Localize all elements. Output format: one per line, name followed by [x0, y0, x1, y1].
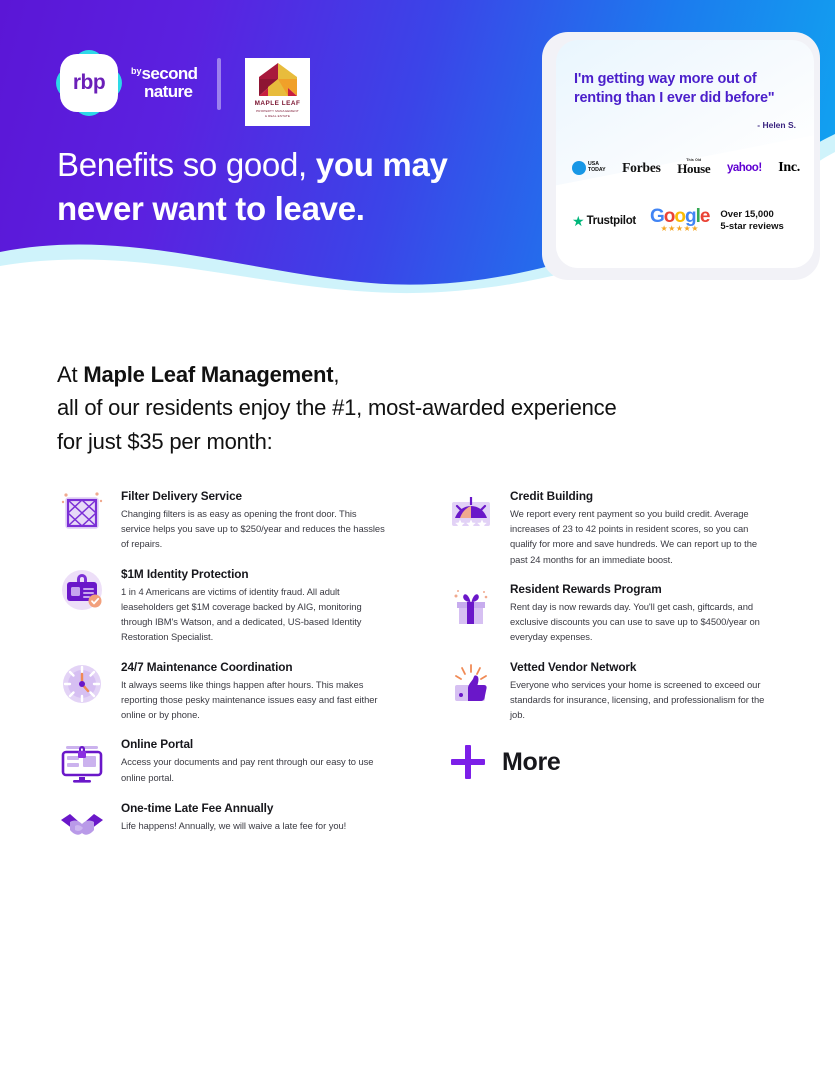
benefit-description: We report every rent payment so you buil… [510, 508, 758, 565]
intro-line1-suffix: , [333, 362, 340, 387]
benefit-item: Vetted Vendor Network Everyone who servi… [446, 659, 777, 723]
benefit-item: 24/7 Maintenance Coordination It always … [57, 659, 388, 723]
id-badge-shield-icon [57, 566, 107, 616]
benefit-title: $1M Identity Protection [121, 566, 249, 581]
maple-leaf-house-icon [256, 63, 300, 97]
hero-headline: Benefits so good, you may never want to … [57, 143, 527, 231]
more-label: More [502, 747, 561, 776]
benefit-text: Filter Delivery Service Changing filters… [121, 488, 388, 552]
benefit-text: Online Portal Access your documents and … [121, 736, 388, 786]
benefit-title: Filter Delivery Service [121, 489, 242, 503]
benefit-title: Online Portal [121, 737, 194, 752]
intro-company-name: Maple Leaf Management [83, 362, 334, 387]
maple-leaf-sub1: PROPERTY MANAGEMENT [256, 108, 299, 113]
benefit-description: 1 in 4 Americans are victims of identity… [121, 585, 362, 643]
trustpilot-label: Trustpilot [586, 214, 637, 227]
press-logos-row: USA TODAY Forbes This Old House yahoo! I… [572, 158, 800, 177]
benefit-text: Vetted Vendor Network Everyone who servi… [510, 659, 777, 723]
maple-leaf-logo: MAPLE LEAF PROPERTY MANAGEMENT & REAL ES… [245, 58, 310, 126]
benefit-title: Vetted Vendor Network [510, 659, 637, 674]
clock-icon [57, 659, 107, 709]
reviews-count: Over 15,000 5-star reviews [720, 209, 783, 233]
intro-paragraph: At Maple Leaf Management, all of our res… [57, 358, 757, 458]
intro-line3: for just $35 per month: [57, 428, 273, 454]
benefit-item: $1M Identity Protection 1 in 4 Americans… [57, 566, 388, 645]
benefit-description: Life happens! Annually, we will waive a … [121, 820, 347, 832]
card-sheen-decoration [556, 129, 814, 268]
usa-today-logo: USA TODAY [572, 160, 606, 175]
reviews-line2: 5-star reviews [720, 220, 784, 232]
this-old-house-text: House [677, 161, 711, 176]
usa-today-line2: TODAY [588, 166, 606, 173]
benefit-title: One-time Late Fee Annually [121, 801, 274, 816]
testimonial-attribution: - Helen S. [757, 120, 796, 130]
benefit-title: 24/7 Maintenance Coordination [121, 659, 293, 674]
air-filter-icon [57, 488, 107, 538]
benefit-item: Resident Rewards Program Rent day is now… [446, 581, 777, 645]
reviews-line1: Over 15,000 [720, 208, 774, 220]
headline-part-1: Benefits so good, [57, 146, 316, 183]
rbp-logo: rbp [49, 43, 129, 123]
intro-line1-prefix: At [57, 362, 84, 387]
second-nature-wordmark: bysecond nature [131, 64, 199, 102]
benefit-description: Access your documents and pay rent throu… [121, 756, 374, 783]
benefit-item: One-time Late Fee Annually Life happens!… [57, 800, 388, 850]
usa-today-text: USA TODAY [588, 160, 606, 174]
brand-logo-lockup: rbp bysecond nature [49, 43, 199, 123]
usa-today-line1: USA [588, 160, 599, 167]
forbes-logo: Forbes [622, 159, 661, 175]
brand-line-1: second [141, 64, 199, 84]
benefit-title: Resident Rewards Program [510, 581, 662, 596]
handshake-icon [57, 800, 107, 850]
more-benefits-row[interactable]: More [448, 742, 777, 782]
by-label: by [131, 66, 142, 77]
this-old-house-logo: This Old House [677, 158, 710, 177]
maple-leaf-sub2: & REAL ESTATE [264, 113, 291, 118]
benefit-description: Rent day is now rewards day. You'll get … [510, 600, 760, 643]
benefit-text: Resident Rewards Program Rent day is now… [510, 581, 777, 645]
benefit-description: It always seems like things happen after… [121, 678, 378, 721]
testimonial-card: I'm getting way more out of renting than… [556, 40, 814, 268]
desktop-monitor-lock-icon [57, 736, 107, 786]
maple-leaf-name: MAPLE LEAF [254, 100, 301, 107]
gift-box-icon [446, 581, 496, 631]
yahoo-logo: yahoo! [726, 161, 762, 174]
usa-today-dot-icon [572, 160, 586, 175]
inc-logo: Inc. [778, 159, 800, 175]
benefit-title: Credit Building [510, 489, 594, 503]
thumbs-up-icon [446, 659, 496, 709]
benefit-text: Credit Building We report every rent pay… [510, 488, 777, 567]
rbp-badge-square: rbp [60, 54, 118, 112]
logo-divider [217, 58, 221, 110]
benefit-item: Filter Delivery Service Changing filters… [57, 488, 388, 552]
headline-part-2: you may never want to leave. [57, 146, 448, 227]
benefit-description: Changing filters is as easy as opening t… [121, 508, 385, 550]
plus-icon [448, 742, 488, 782]
benefit-description: Everyone who services your home is scree… [510, 678, 765, 721]
rbp-logo-text: rbp [72, 71, 106, 94]
brand-line-2: nature [144, 82, 193, 102]
benefit-text: $1M Identity Protection 1 in 4 Americans… [121, 566, 388, 645]
google-stars-icon: ★★★★★ [660, 224, 699, 234]
intro-line2: all of our residents enjoy the #1, most-… [57, 395, 617, 421]
hero-banner: rbp bysecond nature [0, 0, 835, 300]
trustpilot-star-icon: ★ [572, 212, 585, 229]
benefit-item: Credit Building We report every rent pay… [446, 488, 777, 567]
google-logo: Google ★★★★★ [649, 206, 710, 234]
benefit-text: One-time Late Fee Annually Life happens!… [121, 800, 388, 850]
benefit-text: 24/7 Maintenance Coordination It always … [121, 659, 388, 723]
ratings-row: ★ Trustpilot Google ★★★★★ Over 15,000 5-… [572, 206, 802, 234]
testimonial-quote: I'm getting way more out of renting than… [574, 71, 775, 107]
this-old-house-small-text: This Old [686, 158, 702, 162]
benefits-right-column: Credit Building We report every rent pay… [446, 488, 777, 864]
credit-score-crown-icon [446, 488, 496, 538]
benefits-columns: Filter Delivery Service Changing filters… [57, 488, 777, 864]
benefits-left-column: Filter Delivery Service Changing filters… [57, 488, 388, 864]
trustpilot-logo: ★ Trustpilot [572, 214, 636, 228]
benefit-item: Online Portal Access your documents and … [57, 736, 388, 786]
google-wordmark: Google [649, 206, 710, 227]
